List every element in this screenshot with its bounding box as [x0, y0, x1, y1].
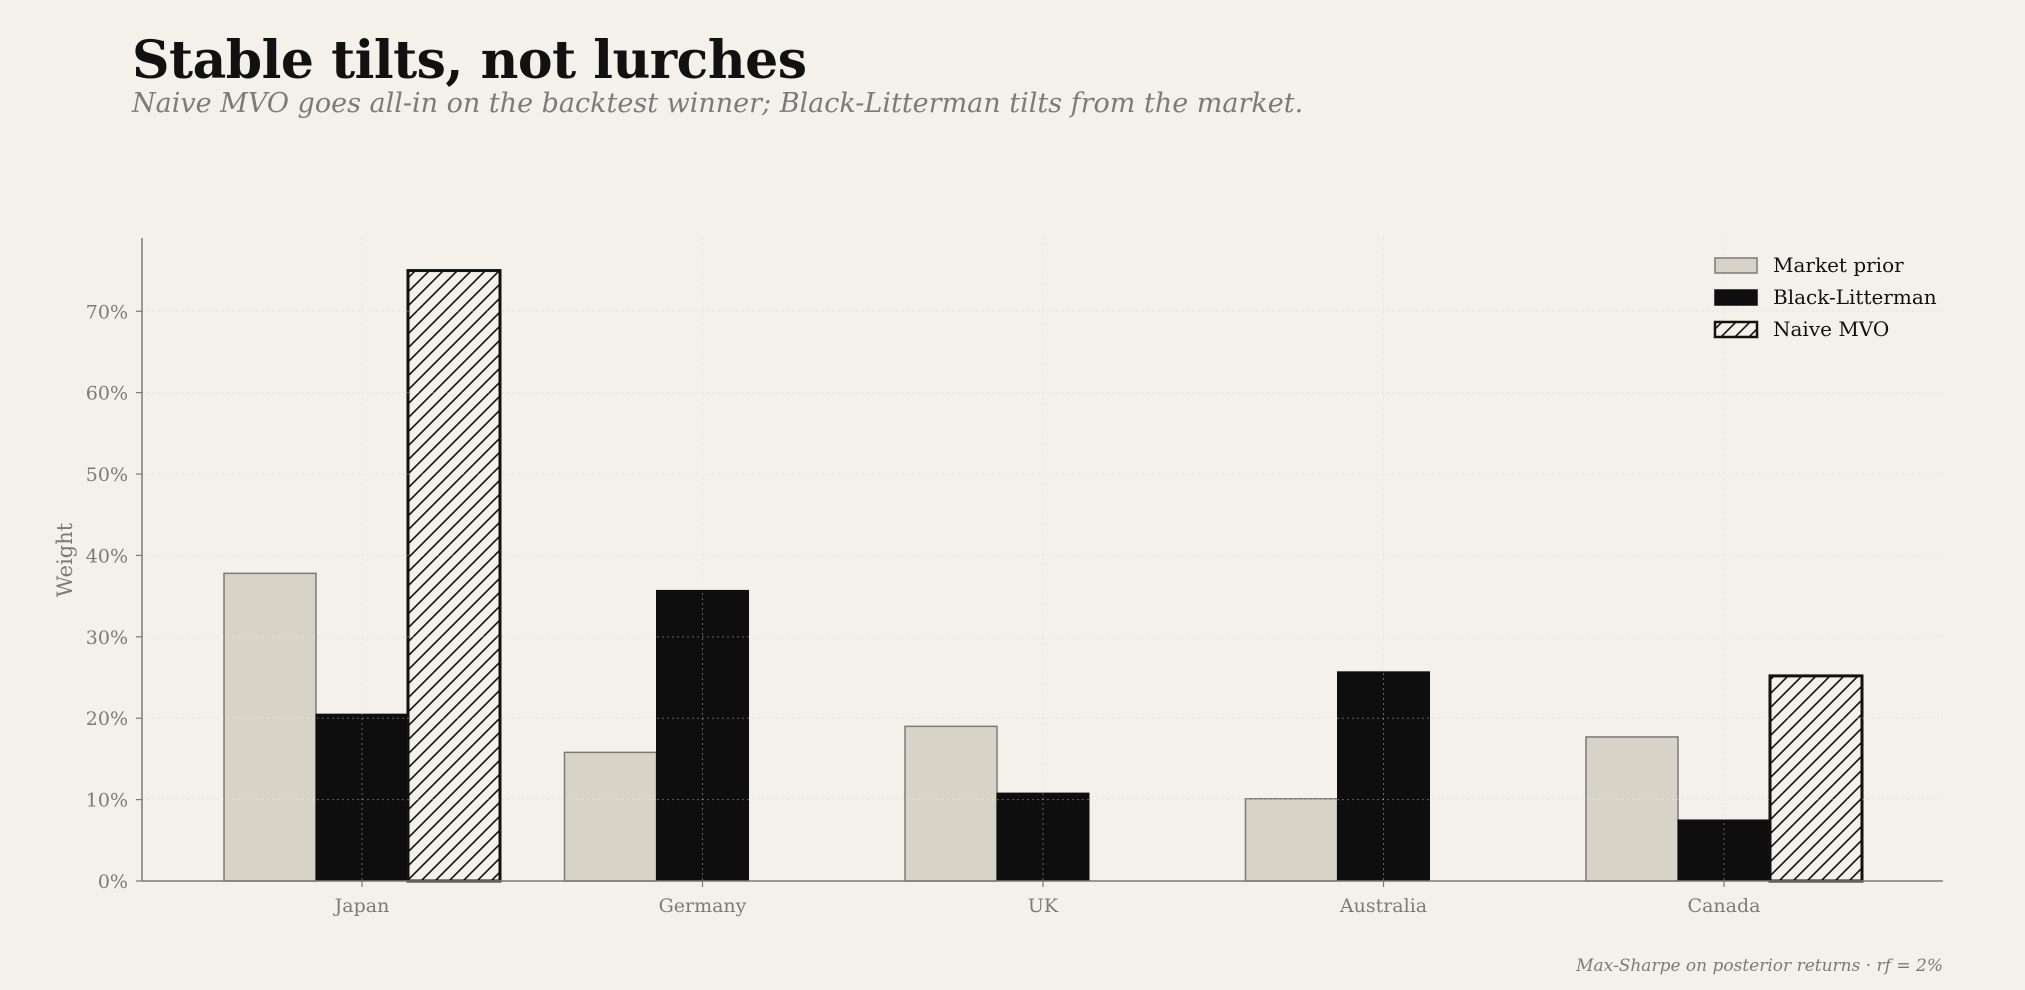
bars — [223, 269, 1864, 883]
bar-black-litterman-uk — [996, 792, 1090, 882]
bar-black-litterman-canada — [1677, 819, 1771, 882]
legend-label-market-prior: Market prior — [1773, 253, 1904, 277]
legend-swatch-black-litterman — [1714, 289, 1758, 306]
bar-market-prior-uk — [904, 725, 998, 882]
x-tick-label: Canada — [1688, 895, 1761, 917]
bar-naive-mvo-japan — [406, 269, 502, 883]
axes: 0% 10% 20% 30% 40% 50% 60% 70% Japan Germany UK Aus… — [86, 238, 1943, 917]
y-axis-label: Weight — [53, 522, 77, 597]
y-tick-label: 50% — [86, 464, 128, 486]
bar-market-prior-japan — [223, 572, 317, 882]
y-tick-label: 10% — [86, 790, 128, 812]
x-tick-label: Australia — [1339, 895, 1427, 917]
legend: Market prior Black-Litterman Naive MVO — [1713, 253, 1937, 341]
x-tick-label: Japan — [333, 895, 390, 917]
bar-market-prior-australia — [1244, 798, 1339, 882]
legend-label-black-litterman: Black-Litterman — [1773, 285, 1937, 309]
y-tick-label: 70% — [86, 301, 128, 323]
y-tick-label: 40% — [86, 545, 128, 567]
chart-subtitle: Naive MVO goes all-in on the backtest wi… — [132, 88, 1304, 119]
x-tick-label: UK — [1028, 895, 1059, 917]
chart-title: Stable tilts, not lurches — [132, 30, 807, 91]
legend-swatch-naive-mvo — [1713, 320, 1759, 339]
y-tick-label: 20% — [86, 708, 128, 730]
footnote: Max-Sharpe on posterior returns · rf = 2… — [1576, 956, 1943, 976]
bar-naive-mvo-canada — [1768, 674, 1864, 883]
bar-black-litterman-japan — [315, 713, 409, 882]
y-tick-label: 30% — [86, 627, 128, 649]
bar-market-prior-germany — [563, 751, 658, 882]
legend-swatch-market-prior — [1714, 257, 1758, 274]
y-tick-label: 0% — [98, 871, 128, 893]
bar-black-litterman-australia — [1337, 671, 1430, 882]
bar-market-prior-canada — [1585, 736, 1679, 882]
overlay-grid-lines — [142, 238, 1943, 881]
x-tick-label: Germany — [659, 895, 747, 917]
y-tick-label: 60% — [86, 383, 128, 405]
legend-label-naive-mvo: Naive MVO — [1773, 317, 1889, 341]
